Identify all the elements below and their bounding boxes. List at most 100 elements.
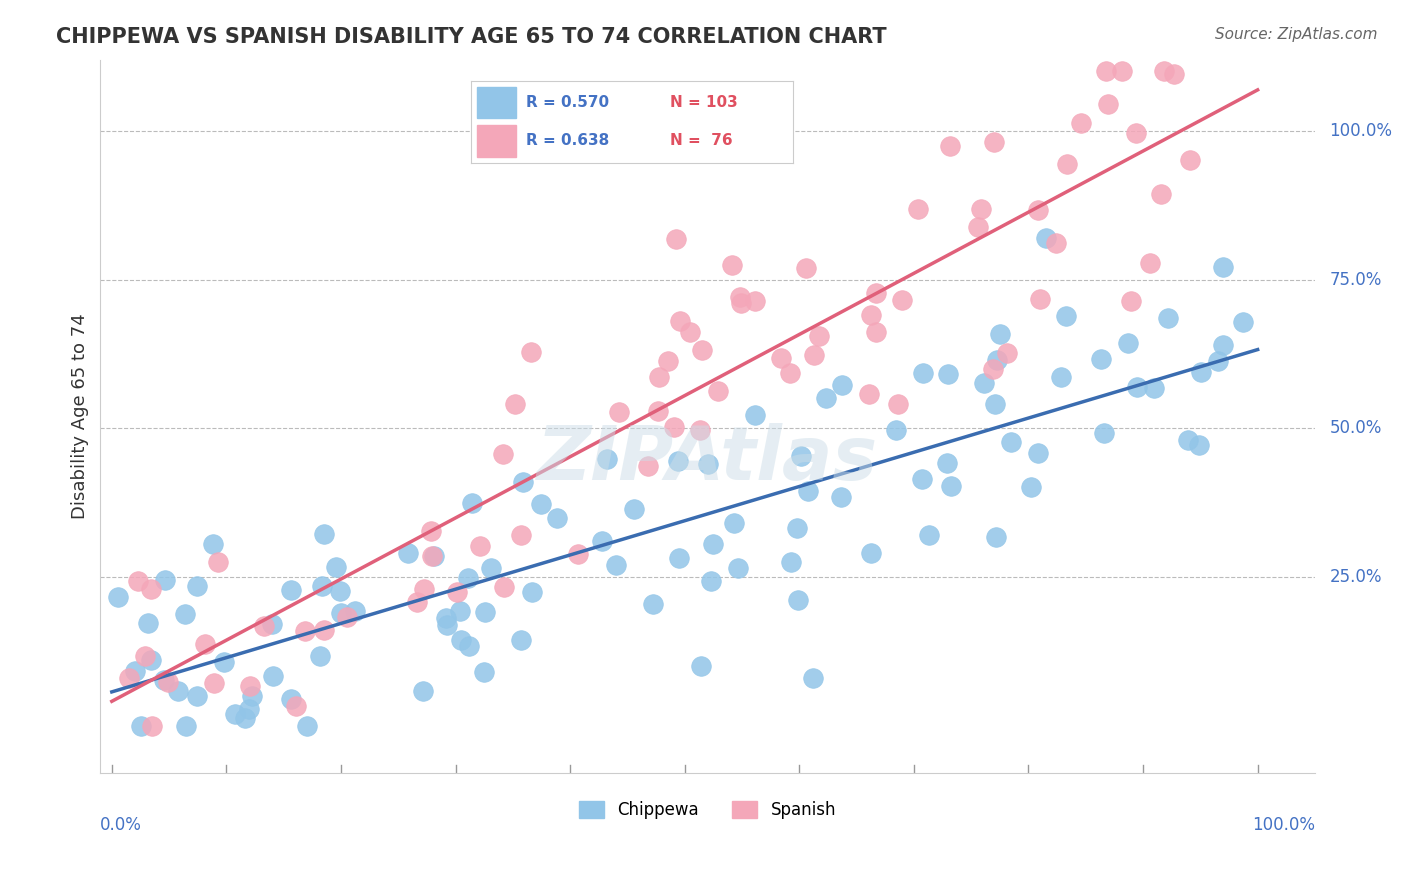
Point [107,590,129,604]
Point [329,606,352,620]
Text: Source: ZipAtlas.com: Source: ZipAtlas.com [1215,27,1378,42]
Point [623,502,645,516]
Point [727,561,749,575]
Point [509,528,531,542]
Point [479,560,502,574]
Point [995,346,1018,360]
Point [311,579,333,593]
Point [794,260,817,275]
Point [1050,369,1073,384]
Point [789,450,811,464]
Point [1092,425,1115,440]
Point [988,326,1011,341]
Point [1000,434,1022,449]
Point [1090,352,1112,367]
Point [887,397,910,411]
Point [117,671,139,685]
Point [744,293,766,308]
Point [520,585,543,599]
Point [692,343,714,358]
Point [1212,260,1234,274]
Point [605,558,627,573]
Text: 100.0%: 100.0% [1330,122,1392,140]
Point [509,633,531,648]
Point [1095,64,1118,78]
Point [224,707,246,722]
Point [696,458,718,472]
Legend: Chippewa, Spanish: Chippewa, Spanish [572,794,842,825]
Point [1157,310,1180,325]
Point [530,498,553,512]
Text: 50.0%: 50.0% [1330,419,1382,437]
Point [124,664,146,678]
Point [986,352,1008,367]
Point [1070,115,1092,129]
Point [1026,446,1049,460]
Point [859,546,882,560]
Point [808,329,831,343]
Point [420,549,443,563]
Point [830,490,852,504]
Point [1111,64,1133,78]
Point [512,475,534,489]
Point [412,582,434,596]
Point [666,454,689,468]
Point [1056,157,1078,171]
Point [1119,293,1142,308]
Point [1118,335,1140,350]
Point [1035,231,1057,245]
Text: 25.0%: 25.0% [1330,568,1382,586]
Point [127,574,149,588]
Point [797,484,820,499]
Point [779,367,801,381]
Point [503,397,526,411]
Point [1054,309,1077,323]
Point [1232,315,1254,329]
Point [1045,236,1067,251]
Point [723,516,745,531]
Point [139,582,162,596]
Point [665,232,688,246]
Point [700,574,723,588]
Point [406,595,429,609]
Point [253,619,276,633]
Point [492,447,515,461]
Point [648,370,671,384]
Point [1019,480,1042,494]
Point [647,404,669,418]
Point [567,548,589,562]
Point [657,354,679,368]
Point [129,718,152,732]
Point [1125,126,1147,140]
Point [981,362,1004,376]
Point [450,632,472,647]
Point [468,540,491,554]
Point [212,656,235,670]
Point [865,285,887,300]
Point [936,367,959,381]
Point [770,351,793,365]
Point [1153,64,1175,78]
Point [858,386,880,401]
Point [325,560,347,574]
Point [152,673,174,687]
Point [1150,187,1173,202]
Point [260,616,283,631]
Point [1189,365,1212,379]
Point [446,585,468,599]
Point [803,348,825,362]
Point [786,521,808,535]
Point [134,649,156,664]
Point [679,325,702,339]
Point [449,604,471,618]
Point [744,408,766,422]
Point [936,457,959,471]
Point [939,139,962,153]
Point [918,528,941,542]
Text: ZIPAtlas: ZIPAtlas [537,423,879,496]
Point [280,582,302,597]
Point [186,689,208,703]
Point [591,533,613,548]
Point [1097,96,1119,111]
Point [157,675,180,690]
